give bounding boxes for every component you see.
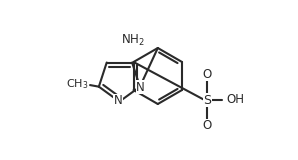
Text: O: O [202,119,212,132]
Text: NH$_2$: NH$_2$ [121,33,145,48]
Text: S: S [204,93,211,107]
Text: N: N [136,81,145,94]
Text: N: N [114,94,122,107]
Text: CH$_3$: CH$_3$ [66,77,89,91]
Text: O: O [202,68,212,81]
Text: OH: OH [226,93,244,106]
